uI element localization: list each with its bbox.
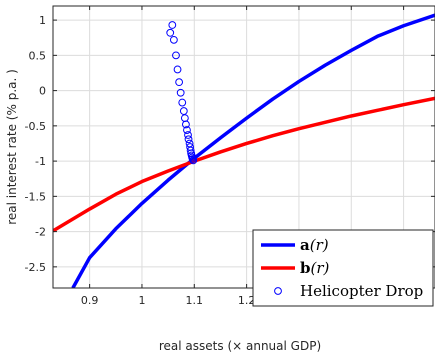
helicopter-drop-point bbox=[175, 78, 184, 87]
series-clip-group bbox=[53, 13, 435, 288]
helicopter-drop-point bbox=[166, 28, 175, 37]
y-axis-label: real interest rate (% p.a. ) bbox=[5, 69, 19, 225]
y-tick-label: -1 bbox=[35, 155, 46, 168]
y-tick-label: -2.5 bbox=[25, 261, 46, 274]
x-tick-label: 1 bbox=[138, 294, 145, 307]
legend-swatch-2 bbox=[274, 287, 282, 295]
helicopter-drop-point bbox=[182, 120, 190, 129]
helicopter-drop-point bbox=[169, 35, 178, 44]
y-tick-label: -2 bbox=[35, 226, 46, 239]
helicopter-drop-point bbox=[176, 88, 185, 97]
helicopter-drop-point bbox=[168, 21, 177, 29]
legend-label-bold: b bbox=[300, 259, 311, 277]
grid bbox=[53, 6, 435, 288]
helicopter-drop-point bbox=[186, 146, 195, 155]
helicopter-drop-point bbox=[183, 126, 191, 134]
x-tick-label: 1.2 bbox=[238, 294, 256, 307]
y-tick-label: 0.5 bbox=[29, 49, 47, 62]
legend-label-rest: (r) bbox=[310, 236, 329, 254]
series-layer bbox=[53, 13, 435, 288]
x-axis-label: real assets (× annual GDP) bbox=[159, 339, 321, 353]
helicopter-drop-point bbox=[172, 51, 180, 60]
helicopter-drop-point bbox=[184, 131, 192, 139]
plot-frame bbox=[52, 5, 435, 289]
series-line-1 bbox=[53, 96, 435, 233]
legend-label-0: a(r) bbox=[300, 236, 329, 254]
helicopter-drop-point bbox=[189, 156, 198, 165]
legend-label-bold: a bbox=[300, 236, 310, 254]
helicopter-drop-point bbox=[184, 135, 193, 144]
helicopter-drop-point bbox=[173, 65, 182, 74]
y-tick-label: -0.5 bbox=[25, 120, 46, 133]
x-tick-label: 0.9 bbox=[81, 294, 99, 307]
y-tick-label: -1.5 bbox=[25, 190, 46, 203]
y-tick-label: 1 bbox=[39, 14, 46, 27]
legend-label-2: Helicopter Drop bbox=[300, 282, 423, 300]
legend-label-1: b(r) bbox=[300, 259, 330, 277]
helicopter-drop-point bbox=[178, 98, 187, 107]
legend: a(r)b(r)Helicopter Drop bbox=[252, 229, 434, 307]
y-tick-label: 0 bbox=[39, 85, 46, 98]
legend-label-rest: (r) bbox=[311, 259, 330, 277]
x-tick-label: 1.1 bbox=[186, 294, 204, 307]
series-line-0 bbox=[71, 13, 435, 288]
